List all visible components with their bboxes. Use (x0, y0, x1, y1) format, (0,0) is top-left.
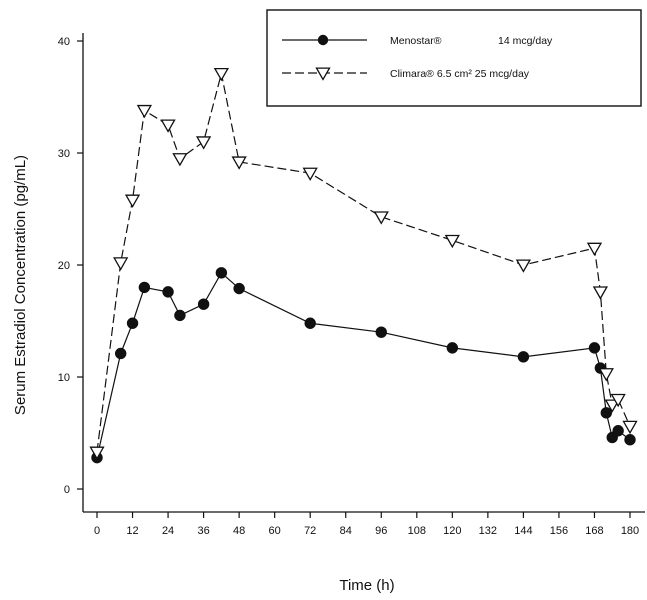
x-tick-label: 84 (340, 525, 352, 537)
data-point (517, 351, 530, 363)
y-tick-label: 20 (58, 260, 70, 272)
y-tick-label: 0 (64, 484, 70, 496)
data-point (172, 153, 188, 167)
x-tick-label: 36 (197, 525, 209, 537)
data-point (624, 434, 636, 446)
series-line (96, 271, 631, 458)
data-point (138, 281, 151, 294)
legend-label: Climara® 6.5 cm² 25 mcg/day (390, 68, 530, 80)
x-tick-label: 180 (621, 525, 639, 537)
data-point (586, 242, 603, 257)
x-tick-label: 132 (479, 525, 497, 537)
data-point (197, 298, 210, 310)
data-point (195, 136, 212, 150)
data-point (89, 446, 105, 460)
x-tick-label: 156 (550, 525, 568, 537)
legend-marker (317, 34, 329, 46)
data-point (604, 399, 620, 413)
data-point (598, 368, 614, 382)
data-point (162, 286, 174, 298)
data-point (114, 347, 127, 360)
data-point (600, 407, 613, 419)
x-tick-label: 144 (514, 525, 532, 537)
y-axis-title: Serum Estradiol Concentration (pg/mL) (12, 155, 29, 415)
y-tick-label: 30 (58, 148, 70, 160)
data-point (588, 342, 601, 354)
data-point (233, 282, 245, 295)
x-tick-label: 108 (408, 525, 426, 537)
series-line (96, 73, 631, 453)
legend-dose: 14 mcg/day (498, 35, 553, 47)
x-tick-label: 0 (94, 525, 100, 537)
y-tick-label: 40 (58, 36, 70, 48)
data-point (373, 211, 389, 225)
x-tick-label: 120 (443, 525, 461, 537)
data-point (124, 194, 141, 208)
x-tick-label: 96 (375, 525, 387, 537)
data-point (160, 119, 176, 133)
data-point (446, 342, 459, 354)
data-point (215, 267, 228, 279)
legend-marker (315, 67, 331, 81)
data-point (622, 420, 638, 435)
axes: 0 10 20 30 40 0 12 24 36 48 60 72 84 96 108 120 132 144 15… (58, 33, 645, 537)
data-point (136, 104, 152, 119)
legend: Menostar® 14 mcg/day Climara® 6.5 cm² 25 m… (266, 9, 642, 107)
data-point (444, 234, 460, 249)
x-tick-label: 12 (126, 525, 138, 537)
data-point (302, 167, 318, 181)
data-point (592, 286, 609, 300)
x-tick-label: 48 (233, 525, 245, 537)
legend-box (266, 9, 642, 107)
legend-label: Menostar® (390, 35, 442, 47)
y-tick-label: 10 (58, 372, 70, 384)
data-point (612, 425, 624, 437)
data-point (174, 309, 186, 322)
data-point (304, 317, 316, 329)
x-axis-title: Time (h) (339, 577, 394, 594)
plot-area (89, 67, 638, 464)
x-tick-label: 168 (585, 525, 603, 537)
x-tick-label: 60 (269, 525, 281, 537)
data-point (126, 317, 139, 329)
x-tick-label: 24 (162, 525, 174, 537)
data-point (231, 156, 247, 170)
data-point (610, 393, 626, 408)
data-point (213, 67, 229, 82)
x-tick-label: 72 (304, 525, 316, 537)
data-point (515, 259, 532, 273)
data-point (375, 326, 387, 338)
data-point (113, 257, 129, 271)
